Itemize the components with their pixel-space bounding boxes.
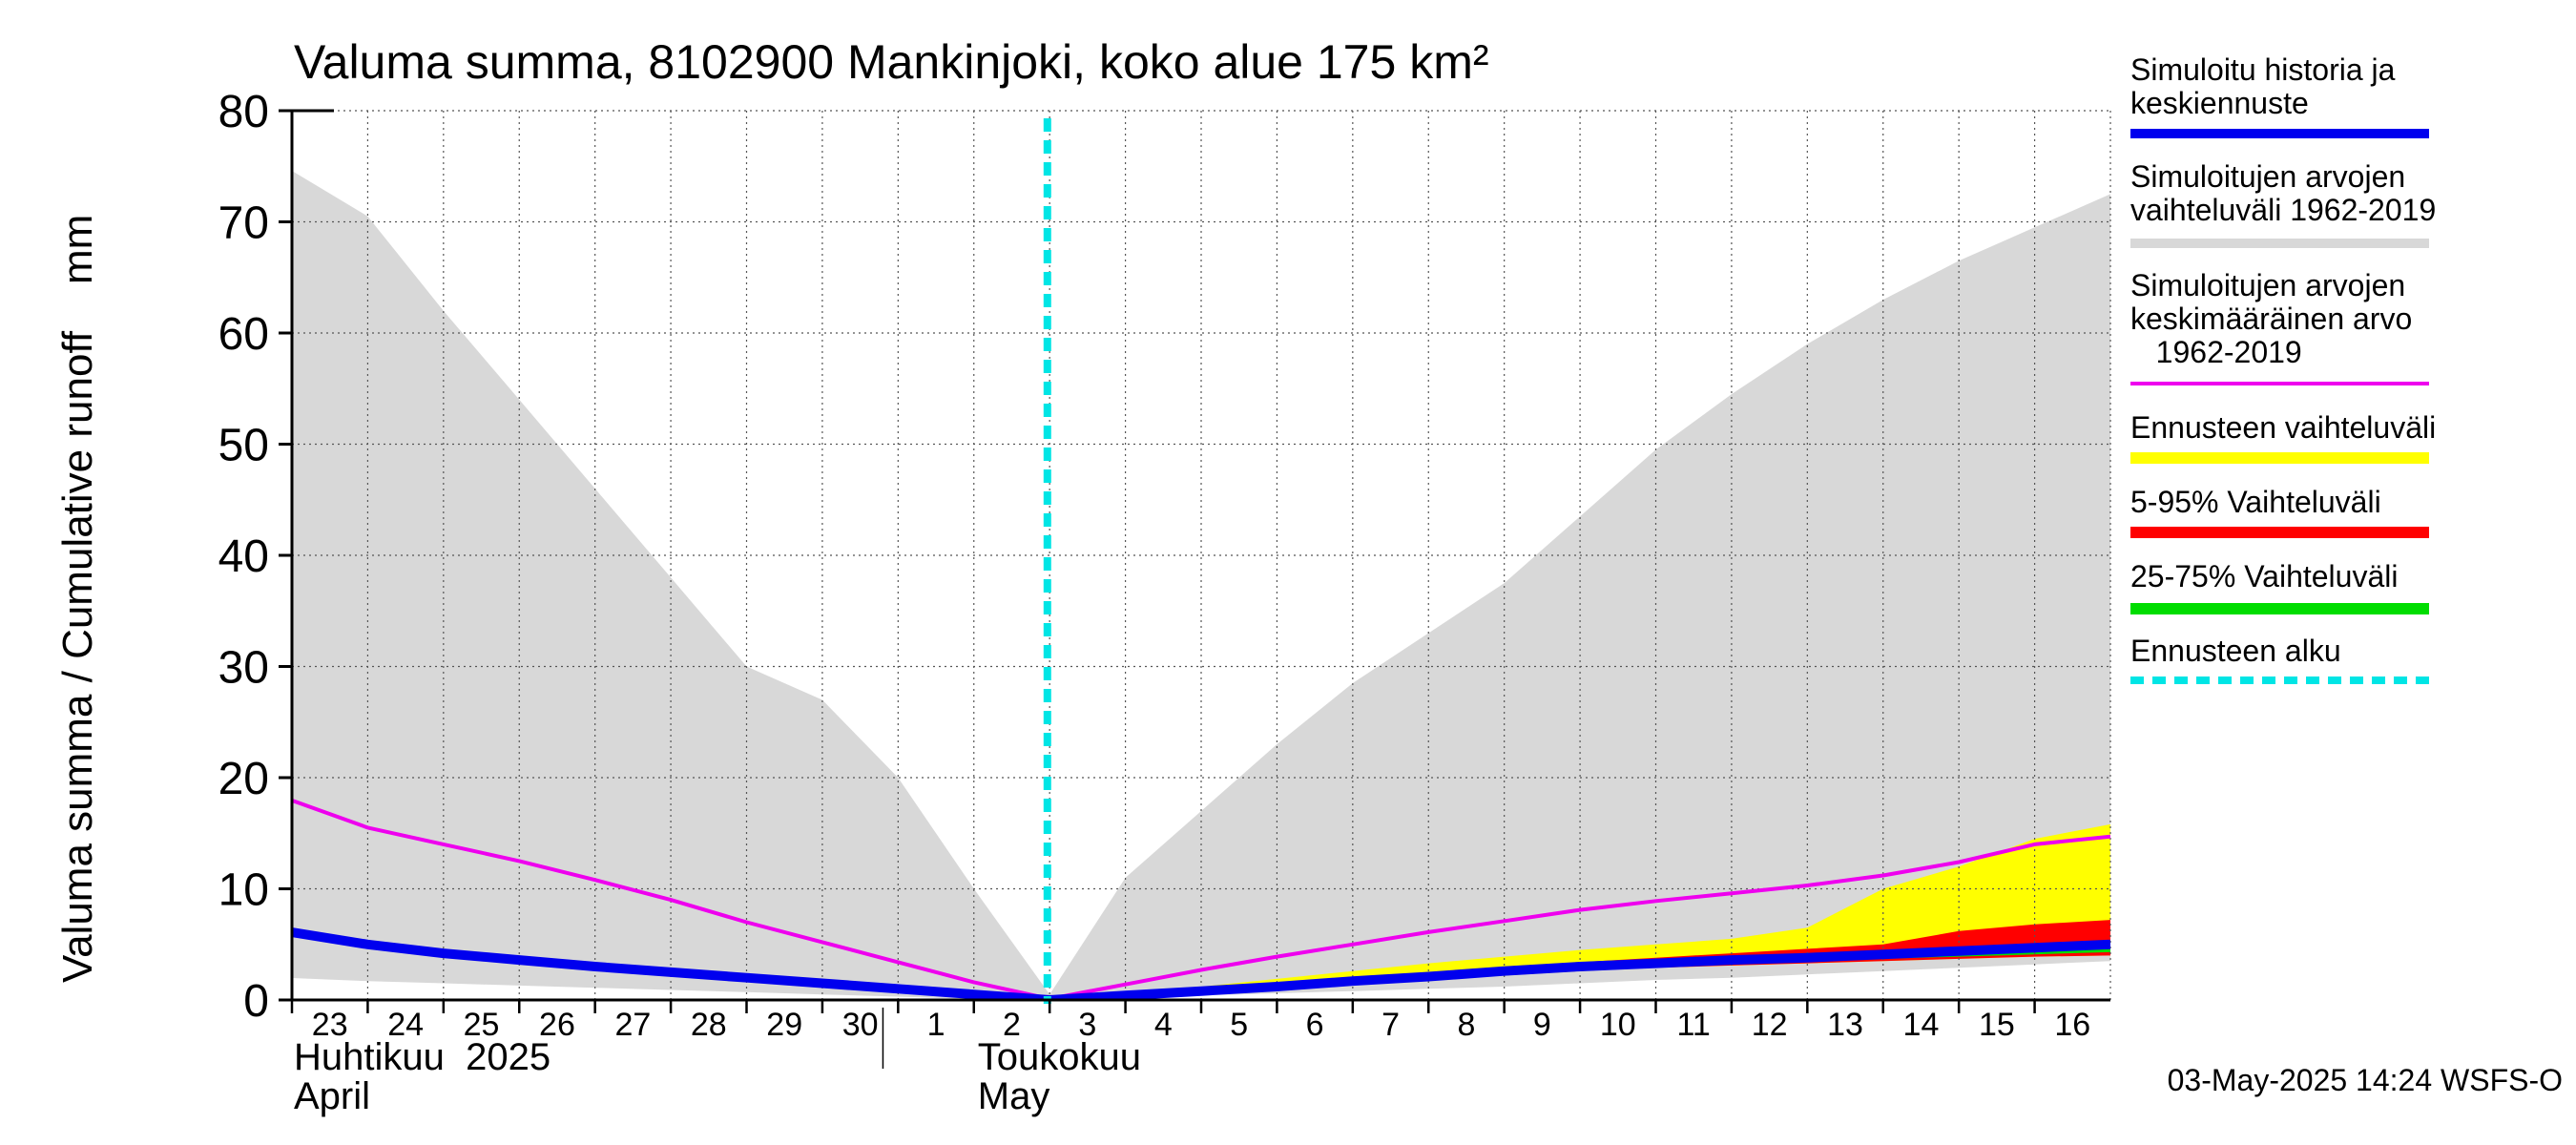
- legend-label: 25-75% Vaihteluväli: [2130, 559, 2398, 593]
- x-tick-label: 1: [927, 1007, 945, 1043]
- y-tick-label: 50: [218, 421, 269, 471]
- legend: Simuloitu historia jakeskiennusteSimuloi…: [2130, 52, 2436, 684]
- x-tick-label: 4: [1154, 1007, 1173, 1043]
- footer-timestamp: 03-May-2025 14:24 WSFS-O: [2168, 1063, 2563, 1097]
- x-tick-label: 28: [691, 1007, 727, 1043]
- month-label-may-fi: Toukokuu: [978, 1036, 1141, 1078]
- legend-label: Ennusteen alku: [2130, 634, 2341, 668]
- legend-item-forecast-range: Ennusteen vaihteluväli: [2130, 410, 2436, 464]
- y-tick-label: 30: [218, 643, 269, 694]
- x-tick-label: 30: [842, 1007, 879, 1043]
- legend-label: Simuloitujen arvojen: [2130, 268, 2405, 302]
- x-tick-label: 12: [1752, 1007, 1788, 1043]
- legend-label: Simuloitujen arvojen: [2130, 159, 2405, 194]
- mean-line: [292, 798, 2110, 1000]
- x-tick-label: 29: [766, 1007, 802, 1043]
- x-tick-label: 5: [1230, 1007, 1248, 1043]
- x-tick-label: 9: [1533, 1007, 1551, 1043]
- y-tick-label: 40: [218, 531, 269, 582]
- y-tick-label: 70: [218, 198, 269, 249]
- x-tick-label: 10: [1600, 1007, 1636, 1043]
- month-label-april-fi: Huhtikuu 2025: [294, 1036, 551, 1078]
- y-tick-label: 60: [218, 309, 269, 360]
- x-tick-label: 11: [1677, 1007, 1711, 1043]
- y-axis-label: Valuma summa / Cumulative runoff mm: [54, 215, 101, 983]
- legend-label: vaihteluväli 1962-2019: [2130, 193, 2436, 227]
- legend-label: Simuloitu historia ja: [2130, 52, 2396, 87]
- x-tick-label: 2: [1003, 1007, 1021, 1043]
- x-tick-label: 7: [1381, 1007, 1400, 1043]
- x-tick-label: 24: [387, 1007, 424, 1043]
- x-tick-label: 3: [1078, 1007, 1096, 1043]
- x-tick-label: 8: [1457, 1007, 1475, 1043]
- y-tick-label: 0: [243, 976, 269, 1027]
- x-tick-label: 15: [1979, 1007, 2015, 1043]
- chart-title: Valuma summa, 8102900 Mankinjoki, koko a…: [294, 35, 1489, 89]
- x-tick-label: 16: [2054, 1007, 2090, 1043]
- x-tick-label: 6: [1306, 1007, 1324, 1043]
- legend-label: 1962-2019: [2130, 335, 2302, 369]
- p5-95-range-area: [1049, 920, 2110, 1000]
- x-tick-label: 27: [614, 1007, 651, 1043]
- x-tick-label: 25: [464, 1007, 500, 1043]
- data-bands: [292, 171, 2110, 1000]
- x-tick-label: 14: [1903, 1007, 1940, 1043]
- history-range-area: [292, 171, 2110, 1000]
- legend-item-p5-95-range: 5-95% Vaihteluväli: [2130, 485, 2429, 538]
- legend-item-forecast-start: Ennusteen alku: [2130, 634, 2429, 684]
- y-tick-label: 20: [218, 754, 269, 804]
- x-tick-label: 13: [1827, 1007, 1863, 1043]
- legend-item-p25-75-range: 25-75% Vaihteluväli: [2130, 559, 2429, 614]
- month-label-may-en: May: [978, 1075, 1050, 1117]
- legend-label: Ennusteen vaihteluväli: [2130, 410, 2436, 445]
- simulated-forecast-line: [292, 927, 2110, 1000]
- legend-label: keskiennuste: [2130, 86, 2309, 120]
- y-tick-label: 10: [218, 865, 269, 916]
- month-label-april-en: April: [294, 1075, 370, 1117]
- series-lines: [292, 798, 2110, 1000]
- x-tick-label: 26: [539, 1007, 575, 1043]
- legend-label: keskimääräinen arvo: [2130, 302, 2412, 336]
- x-tick-label: 23: [312, 1007, 348, 1043]
- legend-label: 5-95% Vaihteluväli: [2130, 485, 2381, 519]
- y-tick-label: 80: [218, 87, 269, 137]
